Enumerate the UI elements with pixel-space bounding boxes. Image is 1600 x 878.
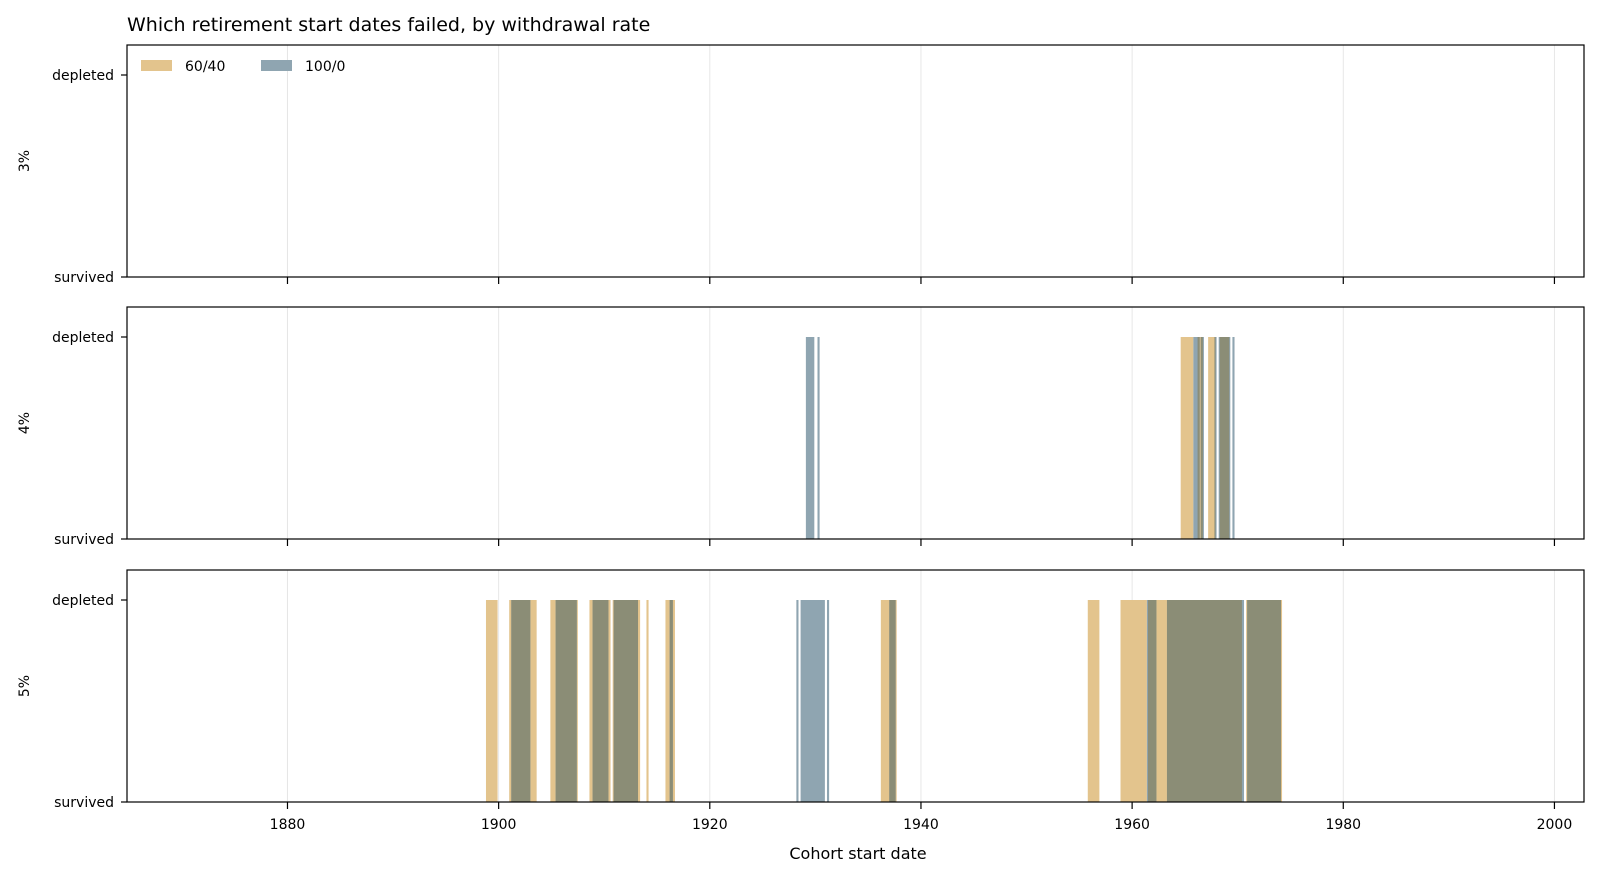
y-tick-label-depleted: depleted (52, 593, 114, 609)
x-tick-label: 1900 (481, 817, 517, 833)
bar-overlap (1147, 600, 1157, 802)
chart-panels: depletedsurvived3%depletedsurvived4%depl… (17, 44, 1585, 833)
bar-overlap (555, 600, 577, 802)
x-tick-label: 1880 (270, 817, 306, 833)
bar-overlap (613, 600, 639, 802)
chart-title: Which retirement start dates failed, by … (127, 14, 650, 36)
bar-60-40 (1087, 600, 1100, 802)
panel-ylabel: 5% (17, 675, 33, 697)
x-tick-label: 1960 (1114, 817, 1150, 833)
bar-60-40 (1120, 600, 1147, 802)
y-tick-label-survived: survived (54, 270, 114, 286)
bar-60-40 (646, 600, 649, 802)
bar-60-40 (1208, 337, 1216, 539)
panel-2: depleted survived 4% (17, 306, 1585, 548)
x-tick-label: 1980 (1325, 817, 1361, 833)
bar-100-0 (817, 337, 820, 539)
x-tick-label: 2000 (1537, 817, 1573, 833)
bar-100-0 (805, 337, 815, 539)
bar-100-0 (826, 600, 830, 802)
bar-overlap (669, 600, 673, 802)
bar-overlap (889, 600, 896, 802)
bar-100-0 (800, 600, 825, 802)
bar-60-40 (485, 600, 498, 802)
legend-swatch (141, 60, 172, 71)
bar-100-0 (1193, 337, 1200, 539)
panel-1: depleted survived 3% (17, 44, 1585, 286)
bar-overlap (511, 600, 531, 802)
panel-3: depleted survived 5% 1880 1900 1920 1940 1960 19… (17, 569, 1585, 833)
bar-60-40 (1197, 337, 1203, 539)
legend-label: 60/40 (185, 59, 225, 75)
bar-overlap (1219, 337, 1230, 539)
x-axis-title: Cohort start date (789, 844, 926, 863)
panel-frame (126, 306, 1585, 540)
legend-swatch (261, 60, 292, 71)
y-tick-label-depleted: depleted (52, 330, 114, 346)
y-tick-label-depleted: depleted (52, 68, 114, 84)
bar-overlap (1214, 337, 1216, 539)
bar-overlap (1247, 600, 1281, 802)
bar-100-0 (796, 600, 799, 802)
bar-overlap (1200, 337, 1203, 539)
bar-60-40 (1180, 337, 1194, 539)
panel-ylabel: 4% (17, 412, 33, 434)
bar-100-0 (1232, 337, 1235, 539)
y-tick-label-survived: survived (54, 795, 114, 811)
legend: 60/40 100/0 (141, 59, 345, 75)
y-tick-label-survived: survived (54, 532, 114, 548)
x-tick-label: 1920 (692, 817, 728, 833)
panel-ylabel: 3% (17, 150, 33, 172)
bar-overlap (592, 600, 609, 802)
panel-frame (126, 44, 1585, 278)
panel-frame (126, 569, 1585, 803)
bar-overlap (1166, 600, 1242, 802)
legend-label: 100/0 (305, 59, 345, 75)
bar-overlap (1197, 337, 1200, 539)
x-tick-label: 1940 (903, 817, 939, 833)
